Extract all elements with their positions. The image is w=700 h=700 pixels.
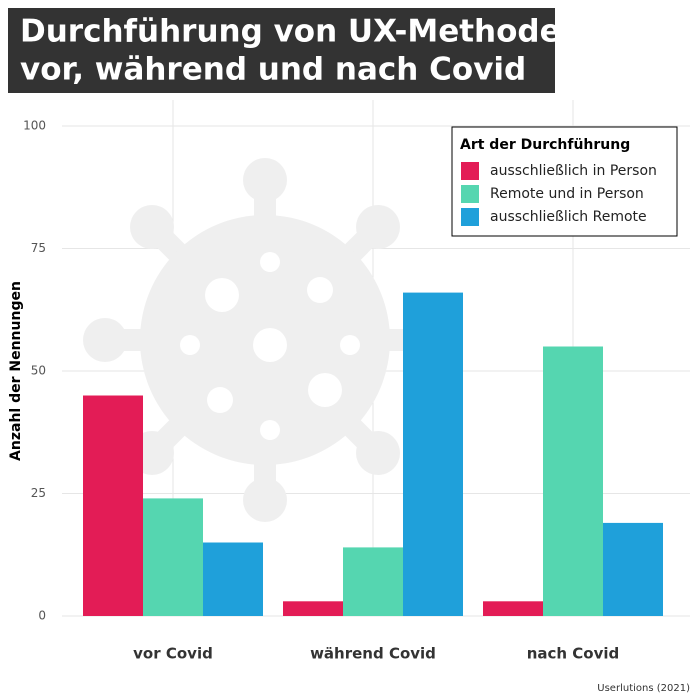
x-tick-label: nach Covid (527, 645, 620, 663)
bar (603, 522, 663, 616)
bar (543, 346, 603, 616)
chart-title: vor, während und nach Covid (20, 52, 526, 88)
bar (403, 292, 463, 616)
y-tick-label: 100 (23, 119, 46, 133)
legend-label: ausschließlich Remote (490, 209, 647, 225)
bar (283, 601, 343, 616)
x-tick-label: vor Covid (133, 645, 213, 663)
legend-title: Art der Durchführung (460, 137, 630, 153)
legend-swatch (461, 208, 479, 226)
y-tick-label: 0 (38, 609, 46, 623)
bar (143, 498, 203, 616)
chart-title: Durchführung von UX-Methoden (20, 14, 583, 50)
y-axis-label: Anzahl der Nennungen (8, 281, 24, 461)
legend-swatch (461, 162, 479, 180)
legend-label: Remote und in Person (490, 186, 644, 202)
y-tick-label: 50 (31, 364, 46, 378)
legend-label: ausschließlich in Person (490, 163, 657, 179)
source: Userlutions (2021) (597, 683, 690, 694)
bar (83, 395, 143, 616)
x-tick-label: während Covid (310, 645, 436, 663)
legend-swatch (461, 185, 479, 203)
legend-box (451, 126, 678, 237)
y-tick-label: 25 (31, 486, 46, 500)
bar (483, 601, 543, 616)
y-tick-label: 75 (31, 241, 46, 255)
bar (203, 542, 263, 616)
title-box (8, 8, 555, 93)
virus-decoration (83, 158, 447, 522)
bar (343, 547, 403, 616)
